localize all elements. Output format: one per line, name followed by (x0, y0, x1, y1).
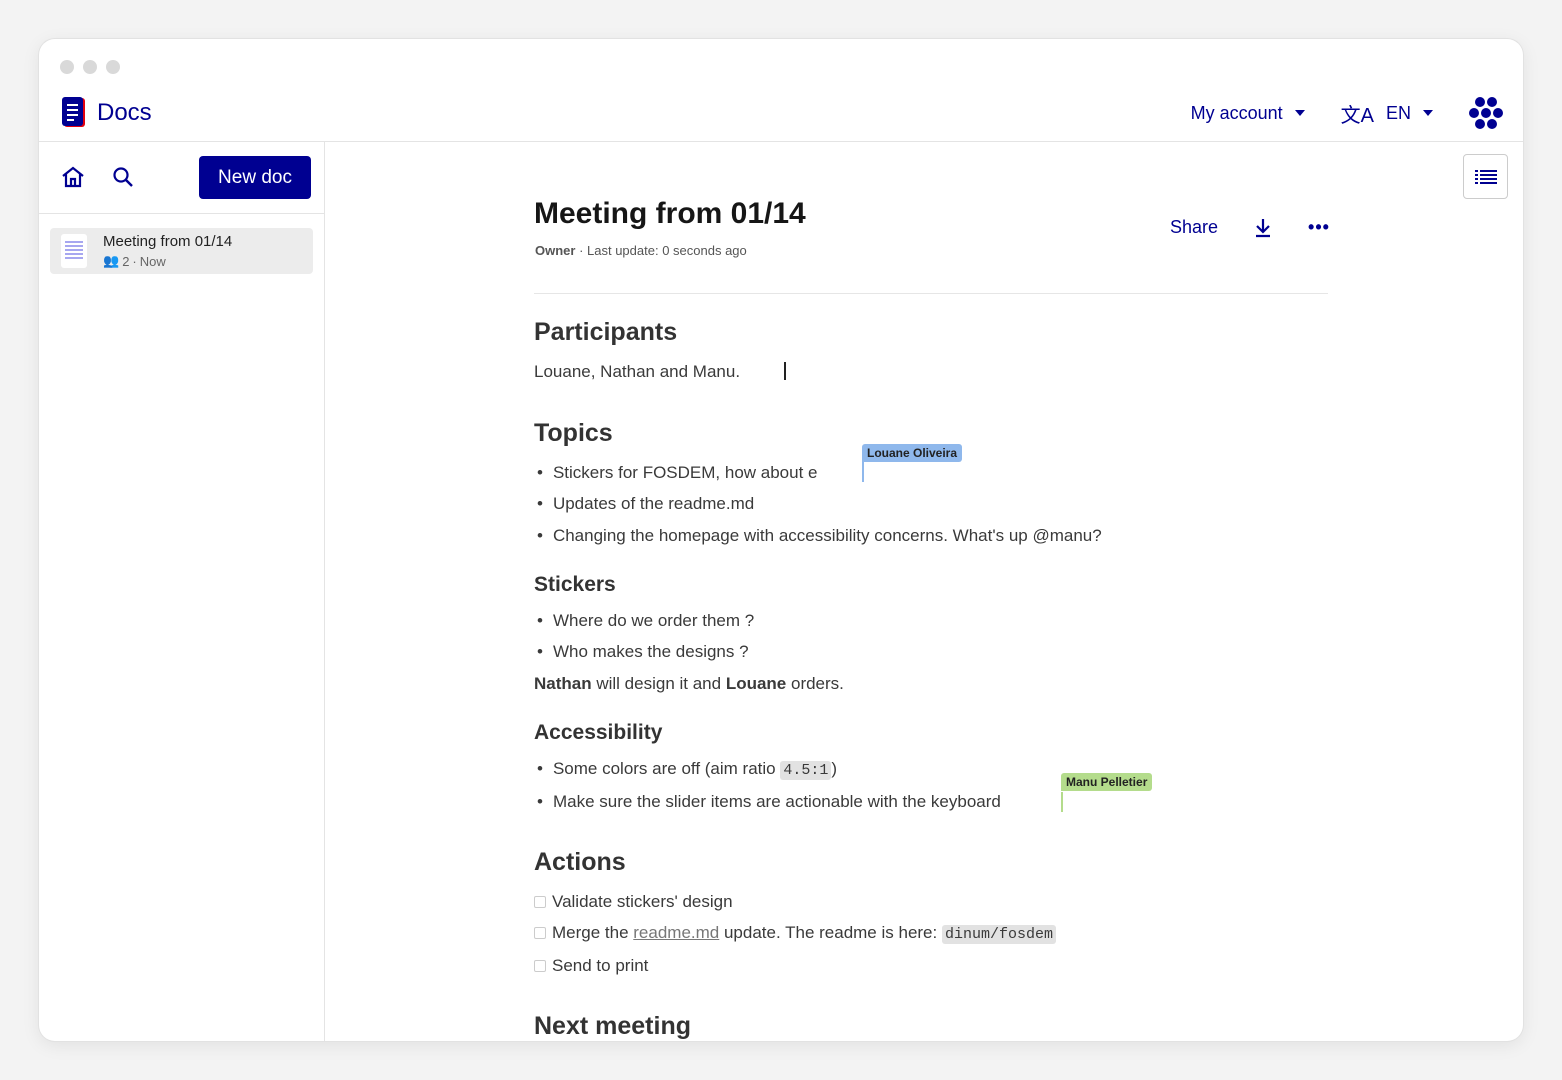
heading-participants: Participants (534, 318, 678, 346)
download-icon[interactable] (1254, 218, 1272, 238)
app-header: Docs My account 文A EN (39, 89, 1523, 142)
checkbox[interactable] (534, 927, 546, 939)
document-meta: Owner · Last update: 0 seconds ago (535, 243, 747, 258)
divider (534, 293, 1328, 294)
doc-time: Now (139, 253, 166, 269)
topic-item[interactable]: Stickers for FOSDEM, how about e (537, 463, 818, 483)
my-account-dropdown[interactable]: My account (1191, 103, 1305, 124)
document-icon (61, 234, 87, 268)
participants-text[interactable]: Louane, Nathan and Manu. (534, 362, 741, 381)
app-name: Docs (97, 99, 152, 126)
checklist-item[interactable]: Validate stickers' design (534, 892, 733, 912)
checkbox[interactable] (534, 960, 546, 972)
sticker-item[interactable]: Who makes the designs ? (537, 642, 749, 662)
editor-area: Meeting from 01/14 Owner · Last update: … (325, 142, 1523, 1041)
table-of-contents-button[interactable] (1463, 154, 1508, 199)
language-label: EN (1385, 102, 1411, 123)
chevron-down-icon (1294, 110, 1305, 116)
doc-list-item[interactable]: Meeting from 01/14 👥 2 · Now (50, 228, 313, 274)
docs-logo-icon (62, 97, 85, 127)
text-cursor (784, 362, 786, 380)
last-update: · Last update: 0 seconds ago (575, 243, 747, 258)
apps-grid-icon[interactable] (1469, 97, 1503, 129)
checklist-item[interactable]: Send to print (534, 956, 648, 976)
translate-icon: 文A (1340, 104, 1374, 127)
close-dot[interactable] (60, 60, 74, 74)
search-icon[interactable] (112, 166, 134, 188)
collaborator-cursor (862, 462, 864, 482)
heading-topics: Topics (534, 419, 613, 447)
list-icon (1474, 169, 1497, 184)
heading-accessibility: Accessibility (534, 721, 663, 744)
collaborator-cursor (1061, 792, 1063, 812)
owner-role: Owner (535, 243, 576, 258)
collaborator-label: Manu Pelletier (1061, 773, 1153, 791)
participant-count: 2 (122, 253, 130, 269)
document-title[interactable]: Meeting from 01/14 (534, 197, 806, 230)
chevron-down-icon (1423, 110, 1433, 116)
checkbox[interactable] (534, 896, 546, 908)
browser-window: Docs My account 文A EN New doc Meeting fro… (39, 39, 1523, 1041)
topic-item[interactable]: Updates of the readme.md (537, 494, 754, 514)
sticker-item[interactable]: Where do we order them ? (537, 611, 754, 631)
doc-title: Meeting from 01/14 (103, 233, 233, 250)
sidebar: New doc Meeting from 01/14 👥 2 · Now (39, 142, 325, 1041)
heading-stickers: Stickers (534, 573, 616, 596)
stickers-note[interactable]: Nathan will design it and Louane orders. (534, 674, 844, 693)
more-options-icon[interactable]: ••• (1308, 217, 1330, 237)
docs-logo[interactable]: Docs (61, 97, 152, 129)
share-button[interactable]: Share (1170, 217, 1219, 237)
collaborator-label: Louane Oliveira (862, 444, 963, 462)
accessibility-item[interactable]: Make sure the slider items are actionabl… (537, 792, 1001, 812)
window-controls (60, 60, 120, 74)
heading-actions: Actions (534, 848, 626, 876)
new-doc-button[interactable]: New doc (199, 156, 311, 199)
accessibility-item[interactable]: Some colors are off (aim ratio 4.5:1) (537, 759, 837, 780)
inline-code: 4.5:1 (780, 761, 832, 780)
minimize-dot[interactable] (83, 60, 97, 74)
users-icon: 👥 (103, 253, 120, 268)
topic-item[interactable]: Changing the homepage with accessibility… (537, 526, 1102, 546)
checklist-item[interactable]: Merge the readme.md update. The readme i… (534, 923, 1056, 944)
home-icon[interactable] (61, 166, 85, 188)
readme-link[interactable]: readme.md (633, 923, 720, 942)
language-dropdown[interactable]: 文A EN (1341, 99, 1433, 128)
inline-code: dinum/fosdem (941, 925, 1056, 944)
maximize-dot[interactable] (106, 60, 120, 74)
my-account-label: My account (1190, 102, 1283, 123)
heading-next-meeting: Next meeting (534, 1012, 691, 1040)
